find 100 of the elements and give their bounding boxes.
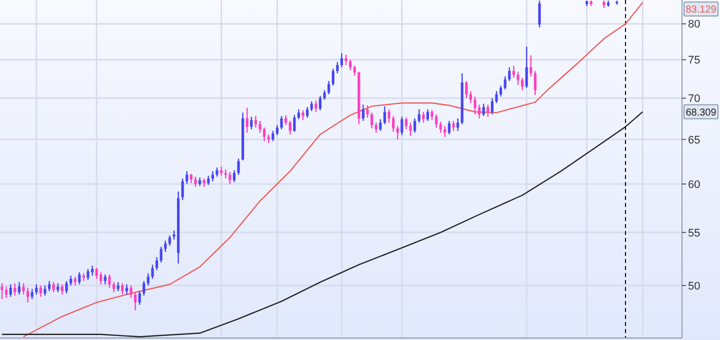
candlestick xyxy=(358,72,360,124)
candlestick xyxy=(0,283,4,300)
candlestick xyxy=(9,284,12,297)
candlestick xyxy=(242,112,244,160)
candlestick xyxy=(181,178,184,200)
candlestick xyxy=(516,72,520,85)
candlestick xyxy=(272,130,274,142)
candlestick xyxy=(586,0,588,6)
candlestick xyxy=(332,68,334,86)
candlestick xyxy=(521,78,524,90)
candlestick xyxy=(602,0,606,8)
candlestick xyxy=(211,171,214,182)
candlestick xyxy=(134,292,137,311)
candlestick xyxy=(39,285,42,297)
candlestick xyxy=(297,109,300,120)
candlestick xyxy=(237,158,240,175)
candlestick xyxy=(392,116,395,132)
candlestick xyxy=(250,116,253,130)
candlestick xyxy=(60,284,64,294)
candlestick xyxy=(379,119,382,131)
candlestick xyxy=(112,282,116,292)
candlestick xyxy=(310,101,313,112)
candlestick xyxy=(86,269,90,280)
candlestick xyxy=(82,273,85,282)
candlestick xyxy=(125,284,128,294)
candlestick xyxy=(35,284,38,294)
candlestick xyxy=(474,96,476,114)
candlestick xyxy=(530,55,532,76)
candlestick xyxy=(276,125,278,136)
candlestick xyxy=(104,274,106,284)
candlestick xyxy=(186,171,188,184)
candlestick xyxy=(168,235,171,246)
candlestick xyxy=(318,96,322,110)
candlestick xyxy=(284,115,288,126)
candlestick xyxy=(216,168,218,177)
candlestick xyxy=(280,116,283,130)
candlestick xyxy=(500,86,502,97)
candlestick xyxy=(156,257,158,270)
candlestick xyxy=(263,128,266,142)
candlestick xyxy=(460,73,464,124)
line-series xyxy=(22,2,644,338)
candlestick xyxy=(400,116,404,136)
candlestick xyxy=(465,80,468,98)
candlestick xyxy=(538,0,541,28)
y-tick-label: 50 xyxy=(688,280,700,292)
candlestick xyxy=(323,90,326,100)
candlestick xyxy=(336,62,339,74)
candlestick xyxy=(482,104,485,116)
candlestick xyxy=(288,120,292,134)
candlestick xyxy=(616,0,618,5)
candlestick xyxy=(108,274,111,288)
candlestick xyxy=(383,106,386,124)
candlestick xyxy=(590,0,592,6)
line-series xyxy=(1,111,644,338)
candlestick xyxy=(30,288,34,300)
candlestick xyxy=(370,112,374,128)
candlestick xyxy=(228,172,232,184)
candlestick xyxy=(52,282,55,292)
candlestick xyxy=(48,281,51,292)
candlestick xyxy=(254,116,257,128)
candlestick xyxy=(138,291,141,305)
candlestick xyxy=(349,60,352,70)
candlestick xyxy=(26,288,30,302)
candlestick xyxy=(220,166,223,176)
candlestick xyxy=(302,110,304,120)
candlestick xyxy=(328,80,330,94)
candlestick xyxy=(78,272,81,284)
candlestick xyxy=(146,273,150,286)
candlestick xyxy=(486,104,490,117)
candlestick xyxy=(340,53,343,68)
candlestick xyxy=(100,272,102,284)
candlestick xyxy=(293,115,296,132)
candlestick xyxy=(366,105,369,118)
candlestick xyxy=(190,174,192,184)
candlestick xyxy=(456,118,460,131)
candlestick xyxy=(65,281,68,294)
candlestick xyxy=(306,106,309,118)
candlestick xyxy=(490,98,494,114)
candlestick xyxy=(142,281,146,296)
candlestick xyxy=(121,283,124,294)
candlestick xyxy=(404,118,408,130)
candlestick xyxy=(151,264,154,279)
y-tick-label: 80 xyxy=(688,18,700,31)
candlestick xyxy=(5,286,8,298)
candlestick xyxy=(435,114,438,128)
candlestick xyxy=(448,120,450,134)
candlestick xyxy=(504,76,506,90)
candlestick xyxy=(258,120,262,133)
candlestick xyxy=(130,285,132,298)
candlestick xyxy=(344,54,348,65)
candlestick xyxy=(164,240,167,252)
candlestick xyxy=(495,91,498,103)
candlestick xyxy=(388,109,390,123)
candlestick xyxy=(607,0,610,7)
candlestick xyxy=(207,176,210,185)
candlestick xyxy=(116,282,120,292)
text: 68.309 xyxy=(686,107,717,118)
candlestick xyxy=(508,67,511,81)
candlestick xyxy=(194,176,197,187)
candlestick xyxy=(534,71,536,96)
